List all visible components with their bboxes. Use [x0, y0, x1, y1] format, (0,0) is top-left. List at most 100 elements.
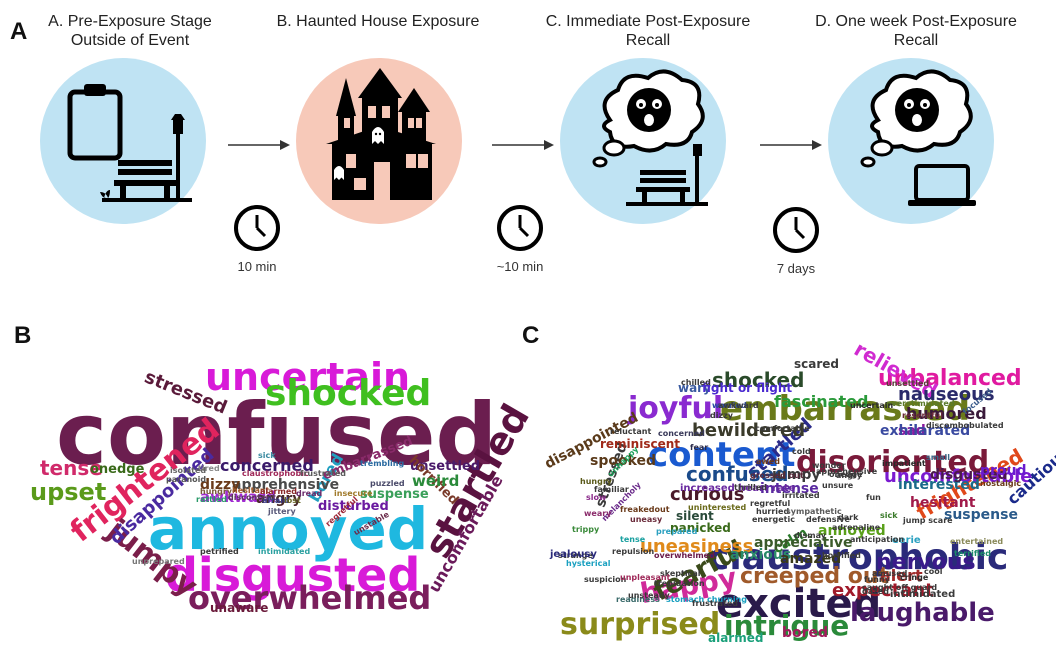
ghost-icon	[334, 127, 384, 180]
cloud-b-word: dizzy	[200, 477, 241, 493]
cloud-c-word: disoriented	[796, 445, 990, 480]
cloud-c-word: appreciative	[754, 535, 853, 551]
cloud-c-word: exhilarated	[880, 423, 971, 439]
stage-a-circle	[40, 58, 206, 224]
cloud-b-word: disturbed	[318, 499, 389, 514]
cloud-c-word: suspense	[944, 507, 1018, 523]
cloud-c-word: amused	[872, 569, 908, 578]
cloud-b-word: claustrophobic	[242, 469, 309, 478]
cloud-c-word: fascinated	[774, 392, 869, 411]
cloud-c-word: cold	[792, 447, 811, 456]
cloud-c-word: angry	[836, 471, 862, 480]
cloud-c-word: awkward	[718, 401, 759, 410]
word-cloud-b: confused annoyed disgusted uncertain shocked…	[0, 340, 538, 672]
cloud-c-word: comfortable	[755, 424, 810, 433]
panel-label-a: A	[10, 18, 28, 45]
cloud-c-word: joyful	[628, 391, 724, 426]
cloud-c-word: regretful	[750, 499, 791, 508]
cloud-b-word: unprepared	[132, 557, 185, 566]
cloud-c-word: grossed out	[750, 471, 804, 480]
cloud-c-word: wary	[678, 381, 711, 395]
stage-d-title-line1: D. One week Post-Exposure	[815, 13, 1017, 30]
cloud-c-word: spooked	[590, 453, 657, 469]
cloud-c-word: dazed	[862, 587, 889, 596]
cloud-c-word: cool	[924, 567, 943, 576]
cloud-c-word: adrenaline	[832, 523, 881, 532]
cloud-c-word: resentful	[902, 411, 943, 420]
stage-a-title: A. Pre-Exposure Stage Outside of Event	[10, 12, 250, 50]
cloud-b-word: tired	[198, 464, 220, 473]
shocked-face-icon	[895, 88, 939, 132]
stage-c-title-line1: C. Immediate Post-Exposure	[545, 13, 751, 30]
cloud-c-word: suspicion	[584, 575, 627, 584]
cloud-b-word: insecure	[334, 489, 373, 498]
cloud-c-word: alert	[880, 566, 923, 585]
interval-label-1: 10 min	[237, 259, 277, 274]
cloud-c-word: trepidation	[654, 579, 705, 588]
cloud-c-word: fun	[866, 493, 881, 502]
cloud-c-word: shocked	[712, 368, 805, 392]
cloud-b-word: overwhelmed	[188, 579, 432, 617]
cloud-c-word: sick	[880, 511, 898, 520]
street-lamp-icon	[693, 144, 702, 204]
cloud-c-word: interested	[898, 477, 980, 493]
stage-d-circle	[828, 58, 994, 224]
stage-c-circle	[560, 58, 726, 224]
cloud-c-word: expectant	[832, 580, 934, 601]
cloud-c-word: awed	[756, 457, 780, 466]
cloud-b-word: trembling	[360, 459, 405, 468]
cloud-b-word: puzzled	[370, 479, 405, 488]
cloud-b-word: afraid	[262, 496, 289, 505]
cloud-c-word: fear	[690, 443, 709, 452]
arrow-a-b	[228, 140, 290, 150]
cloud-c-word: bewildered	[692, 420, 806, 441]
cloud-b-word: unsettled	[410, 459, 481, 474]
cloud-c-word: claustrophobic	[708, 537, 1009, 578]
cloud-c-word: energetic	[752, 515, 795, 524]
cloud-c-word: scared	[794, 357, 839, 371]
cloud-c-word: small	[926, 453, 950, 462]
panel-label-c: C	[522, 322, 540, 349]
cloud-b-word: annoyed	[148, 495, 429, 563]
cloud-c-word: disgusted	[930, 467, 1008, 483]
cloud-c-word: wonder	[812, 461, 846, 470]
cloud-c-word: intimidated	[890, 589, 956, 600]
cloud-c-word: skeptical	[660, 569, 701, 578]
shocked-face-icon	[627, 88, 671, 132]
cloud-b-word: isolated	[170, 466, 207, 475]
cloud-c-word: sympathetic	[786, 507, 842, 516]
stage-b-circle	[296, 58, 462, 224]
cloud-c-word: weary	[584, 509, 612, 518]
cloud-c-word: cringe	[900, 573, 929, 582]
cloud-c-word: uneasiness	[640, 536, 754, 557]
cloud-c-word: chilled	[681, 378, 711, 387]
cloud-c-word: anticipation	[850, 535, 905, 544]
cloud-c-word: content	[648, 435, 796, 475]
cloud-c-word: hurried	[756, 507, 790, 516]
stage-c-title: C. Immediate Post-Exposure Recall	[528, 12, 768, 50]
clock-icon	[497, 205, 543, 251]
cloud-c-word: trippy	[572, 525, 600, 534]
cloud-c-word: amazed	[780, 551, 842, 567]
cloud-c-word: impatient	[882, 459, 926, 468]
cloud-c-word: nervous	[876, 550, 976, 575]
cloud-b-word: onedge	[90, 462, 145, 477]
cloud-c-word: frustrated	[692, 599, 739, 608]
cloud-b-word: uncertain	[205, 355, 411, 399]
cloud-c-word: hesitant	[910, 495, 976, 511]
cloud-c-word: overwhelmed	[654, 551, 715, 560]
cloud-c-word: surprised	[560, 607, 721, 642]
cloud-c-word: nostalgic	[980, 479, 1022, 488]
cloud-c-word: unsteady	[628, 591, 670, 600]
cloud-c-word: unsettled	[886, 379, 930, 388]
cloud-b-word: dread	[296, 489, 323, 498]
cloud-c-word: overstimulated	[886, 399, 955, 408]
street-lamp-icon	[171, 114, 185, 202]
cloud-b-word: angry	[256, 491, 302, 507]
cloud-c-word: jump scare	[903, 516, 953, 525]
cloud-c-word: silent	[676, 509, 714, 523]
cloud-c-word: readiness	[616, 595, 660, 604]
cloud-b-word: apprehensive	[232, 477, 340, 493]
cloud-c-word: familiar	[594, 485, 629, 494]
cloud-c-word: embarrassed	[720, 389, 971, 429]
